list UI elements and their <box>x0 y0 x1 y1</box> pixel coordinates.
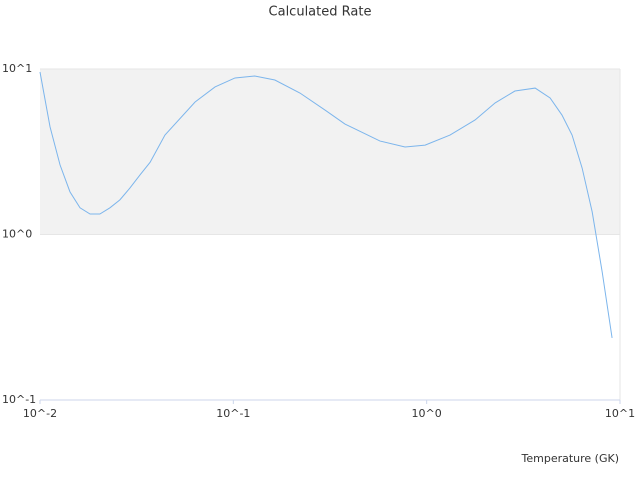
y-tick-label: 10^0 <box>2 228 32 241</box>
y-tick-label: 10^1 <box>2 62 32 75</box>
x-axis-title: Temperature (GK) <box>521 452 620 465</box>
chart-title: Calculated Rate <box>269 5 372 20</box>
data-line <box>39 71 613 339</box>
grid-band <box>40 69 620 235</box>
x-tick-label: 10^1 <box>605 407 635 420</box>
y-tick-label: 10^-1 <box>2 393 36 406</box>
x-tick-label: 10^-2 <box>23 407 57 420</box>
x-tick-label: 10^0 <box>412 407 442 420</box>
x-tick-label: 10^-1 <box>216 407 250 420</box>
